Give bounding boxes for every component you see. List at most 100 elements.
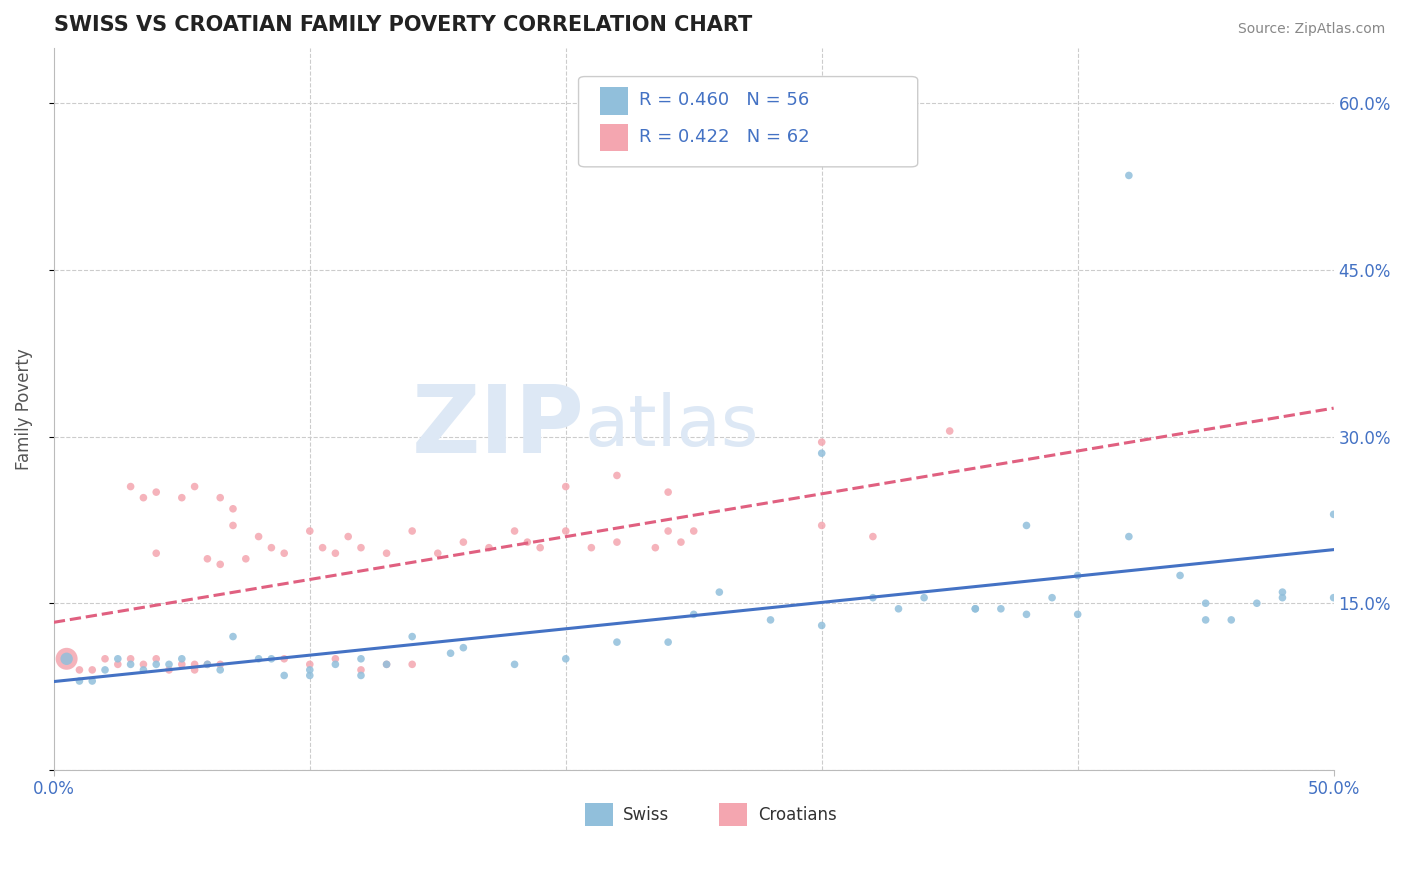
Point xyxy=(273,546,295,560)
Point xyxy=(1195,613,1218,627)
Point xyxy=(183,479,205,493)
Point xyxy=(170,491,193,505)
Point xyxy=(657,635,679,649)
Point xyxy=(350,541,373,555)
Point xyxy=(67,663,90,677)
Point xyxy=(503,657,526,672)
Point xyxy=(1323,591,1346,605)
Point xyxy=(990,602,1012,616)
Point xyxy=(183,663,205,677)
Point xyxy=(197,551,219,566)
Point xyxy=(94,652,117,666)
Point xyxy=(709,585,731,599)
Point xyxy=(1066,568,1088,582)
FancyBboxPatch shape xyxy=(600,87,628,115)
Point xyxy=(1118,530,1140,544)
Text: Source: ZipAtlas.com: Source: ZipAtlas.com xyxy=(1237,22,1385,37)
Point xyxy=(145,546,167,560)
Point xyxy=(426,546,449,560)
Point xyxy=(350,663,373,677)
Point xyxy=(132,663,155,677)
Point xyxy=(325,546,347,560)
Point xyxy=(375,657,398,672)
Point xyxy=(965,602,987,616)
Text: ZIP: ZIP xyxy=(412,381,585,473)
Point xyxy=(606,535,628,549)
Point xyxy=(157,663,180,677)
Point xyxy=(260,652,283,666)
Point xyxy=(298,663,321,677)
Point xyxy=(298,668,321,682)
Point xyxy=(759,613,782,627)
Point xyxy=(1220,613,1243,627)
Point xyxy=(1168,568,1191,582)
Point xyxy=(298,524,321,538)
FancyBboxPatch shape xyxy=(720,803,748,826)
Point xyxy=(222,501,245,516)
Point xyxy=(107,652,129,666)
Point xyxy=(209,657,232,672)
Point xyxy=(55,652,77,666)
Point xyxy=(197,657,219,672)
Point xyxy=(82,663,104,677)
Point xyxy=(375,546,398,560)
Point xyxy=(170,657,193,672)
Point xyxy=(94,663,117,677)
Point xyxy=(209,663,232,677)
Point xyxy=(145,485,167,500)
Point xyxy=(965,602,987,616)
Point xyxy=(810,435,832,450)
Point xyxy=(350,652,373,666)
FancyBboxPatch shape xyxy=(578,77,918,167)
Point xyxy=(657,524,679,538)
Point xyxy=(260,541,283,555)
Point xyxy=(453,640,475,655)
Point xyxy=(810,446,832,460)
Point xyxy=(401,524,423,538)
Point xyxy=(197,657,219,672)
Point xyxy=(311,541,333,555)
Point xyxy=(606,635,628,649)
Point xyxy=(606,468,628,483)
Point xyxy=(247,530,270,544)
Point xyxy=(938,424,960,438)
Point xyxy=(478,541,501,555)
Point xyxy=(912,591,935,605)
Point xyxy=(401,630,423,644)
Point xyxy=(1271,591,1294,605)
Text: Swiss: Swiss xyxy=(623,805,669,823)
Point xyxy=(337,530,360,544)
Point xyxy=(145,657,167,672)
Point xyxy=(516,535,538,549)
Point xyxy=(247,652,270,666)
Point xyxy=(132,657,155,672)
Point xyxy=(55,652,77,666)
Point xyxy=(862,591,884,605)
Point xyxy=(862,530,884,544)
Text: Croatians: Croatians xyxy=(758,805,837,823)
Point xyxy=(209,491,232,505)
Point xyxy=(554,524,576,538)
Point xyxy=(183,657,205,672)
Point xyxy=(1118,169,1140,183)
Point xyxy=(1015,607,1038,622)
Point xyxy=(682,607,704,622)
Point xyxy=(120,479,142,493)
Point xyxy=(1323,508,1346,522)
Point xyxy=(350,668,373,682)
Point xyxy=(810,618,832,632)
Point xyxy=(503,524,526,538)
Point xyxy=(644,541,666,555)
FancyBboxPatch shape xyxy=(600,123,628,151)
Point xyxy=(529,541,551,555)
Point xyxy=(107,657,129,672)
Point xyxy=(120,657,142,672)
Point xyxy=(325,657,347,672)
Y-axis label: Family Poverty: Family Poverty xyxy=(15,348,32,470)
Point xyxy=(453,535,475,549)
Point xyxy=(273,668,295,682)
Point xyxy=(1246,596,1268,610)
Point xyxy=(170,652,193,666)
Point xyxy=(1040,591,1063,605)
Point xyxy=(581,541,603,555)
